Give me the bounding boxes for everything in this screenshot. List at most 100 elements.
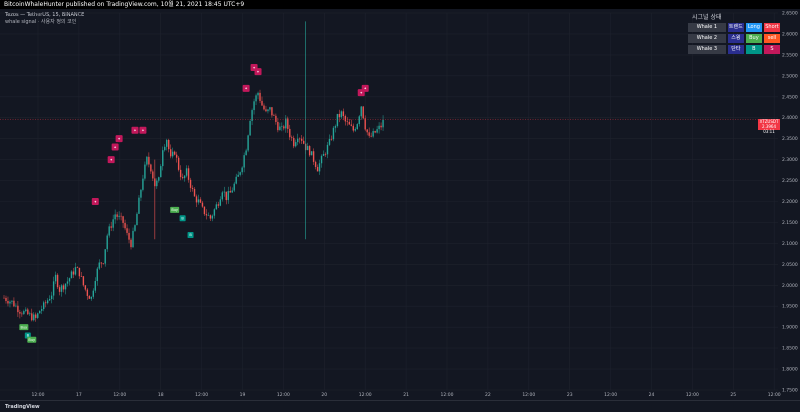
candle-body [225, 191, 227, 201]
sell-marker-label: ✦ [110, 158, 113, 162]
y-tick-label: 2.5500 [782, 52, 798, 58]
candle-body [197, 199, 200, 203]
candle-body [11, 300, 13, 302]
candle-body [78, 267, 81, 277]
tradingview-logo-text: TradingView [5, 404, 40, 410]
y-tick-label: 2.1000 [782, 241, 798, 247]
candle-body [86, 289, 89, 296]
candle-body [5, 297, 7, 302]
candle-body [330, 138, 333, 140]
candle-body [126, 228, 128, 233]
candle-body [199, 199, 202, 203]
publish-bar: BitcoinWhaleHunter published on TradingV… [0, 0, 800, 9]
x-tick-label: 19 [240, 392, 246, 398]
candle-body [344, 116, 347, 122]
y-tick-label: 2.6000 [782, 31, 798, 37]
y-tick-label: 2.1500 [782, 220, 798, 226]
candle-body [27, 309, 29, 315]
candle-body [54, 274, 57, 282]
candle-body [247, 135, 249, 151]
candle-body [374, 131, 376, 133]
candle-body [267, 109, 269, 112]
sell-marker [107, 156, 115, 164]
candle-body [364, 118, 366, 130]
candle-body [348, 121, 351, 125]
candle-body [80, 276, 83, 277]
candle-body [156, 180, 158, 187]
panel-row-whale2: Whale 2 스윙 Buy sell [688, 34, 780, 43]
candle-body [13, 300, 15, 307]
candle-body [362, 106, 364, 119]
candle-body [64, 283, 67, 290]
whale2-sell: sell [763, 34, 780, 43]
candle-body [340, 111, 343, 118]
candle-body [84, 285, 87, 290]
candle-body [82, 276, 85, 286]
price-tag-symbol: XTZUSDT [759, 119, 779, 124]
sell-marker [111, 143, 119, 151]
candle-body [356, 124, 358, 130]
candle-body [50, 295, 53, 300]
candle-body [273, 115, 275, 116]
whale3-type: 단타 [727, 45, 744, 54]
sell-marker-label: ✦ [134, 129, 137, 133]
candle-body [108, 226, 110, 236]
whale1-type: 트렌드 [727, 23, 744, 32]
buy-marker [19, 324, 29, 331]
candle-body [271, 107, 273, 116]
candle-body [312, 151, 315, 162]
candle-body [338, 113, 341, 118]
candle-body [382, 119, 384, 128]
candle-body [171, 151, 174, 157]
sell-marker [361, 84, 369, 92]
signal-status-panel: 시그널 상태 Whale 1 트렌드 Long Short Whale 2 스윙… [688, 12, 780, 56]
candle-body [316, 166, 319, 172]
candle-body [195, 196, 198, 203]
x-tick-label: 12:00 [768, 392, 781, 398]
y-tick-label: 2.4500 [782, 94, 798, 100]
candle-body [328, 138, 331, 145]
candle-body [60, 285, 63, 292]
y-tick-label: 2.5000 [782, 73, 798, 79]
candle-body [221, 192, 224, 200]
candle-body [15, 305, 17, 307]
candle-body [251, 110, 253, 121]
sell-marker [115, 135, 123, 143]
candle-body [342, 111, 345, 117]
candle-body [175, 154, 178, 158]
sell-marker-label: ✦ [118, 137, 121, 141]
candle-body [162, 150, 164, 167]
candle-body [132, 230, 134, 248]
candle-body [114, 214, 116, 220]
panel-row-whale3: Whale 3 단타 B S [688, 45, 780, 54]
candle-body [233, 183, 235, 191]
y-tick-label: 2.4000 [782, 115, 798, 121]
candle-body [94, 281, 96, 291]
candle-body [299, 138, 301, 140]
y-tick-label: 2.3500 [782, 136, 798, 142]
buy-marker [170, 206, 180, 213]
candle-body [281, 126, 283, 127]
candle-body [263, 105, 265, 110]
candle-body [150, 164, 152, 172]
candle-body [177, 157, 180, 170]
buy-marker [187, 232, 194, 239]
buy-marker-label: Buy [171, 208, 178, 212]
x-tick-label: 24 [649, 392, 655, 398]
candle-body [237, 174, 239, 177]
candle-body [92, 290, 95, 297]
candle-body [308, 146, 311, 156]
whale2-type: 스윙 [727, 34, 744, 43]
sell-marker-label: ✦ [141, 129, 144, 133]
buy-marker-label: B [27, 334, 30, 338]
candle-body [279, 126, 281, 131]
x-tick-label: 18 [158, 392, 164, 398]
chart-legend: Tezos — TetherUS, 15, BINANCE whale sign… [5, 12, 84, 26]
candle-body [354, 129, 356, 131]
candle-body [173, 151, 176, 155]
candle-body [46, 300, 49, 304]
candle-body [128, 232, 130, 240]
price-tag-value: 2.3964 [762, 124, 776, 129]
candle-body [378, 125, 380, 130]
